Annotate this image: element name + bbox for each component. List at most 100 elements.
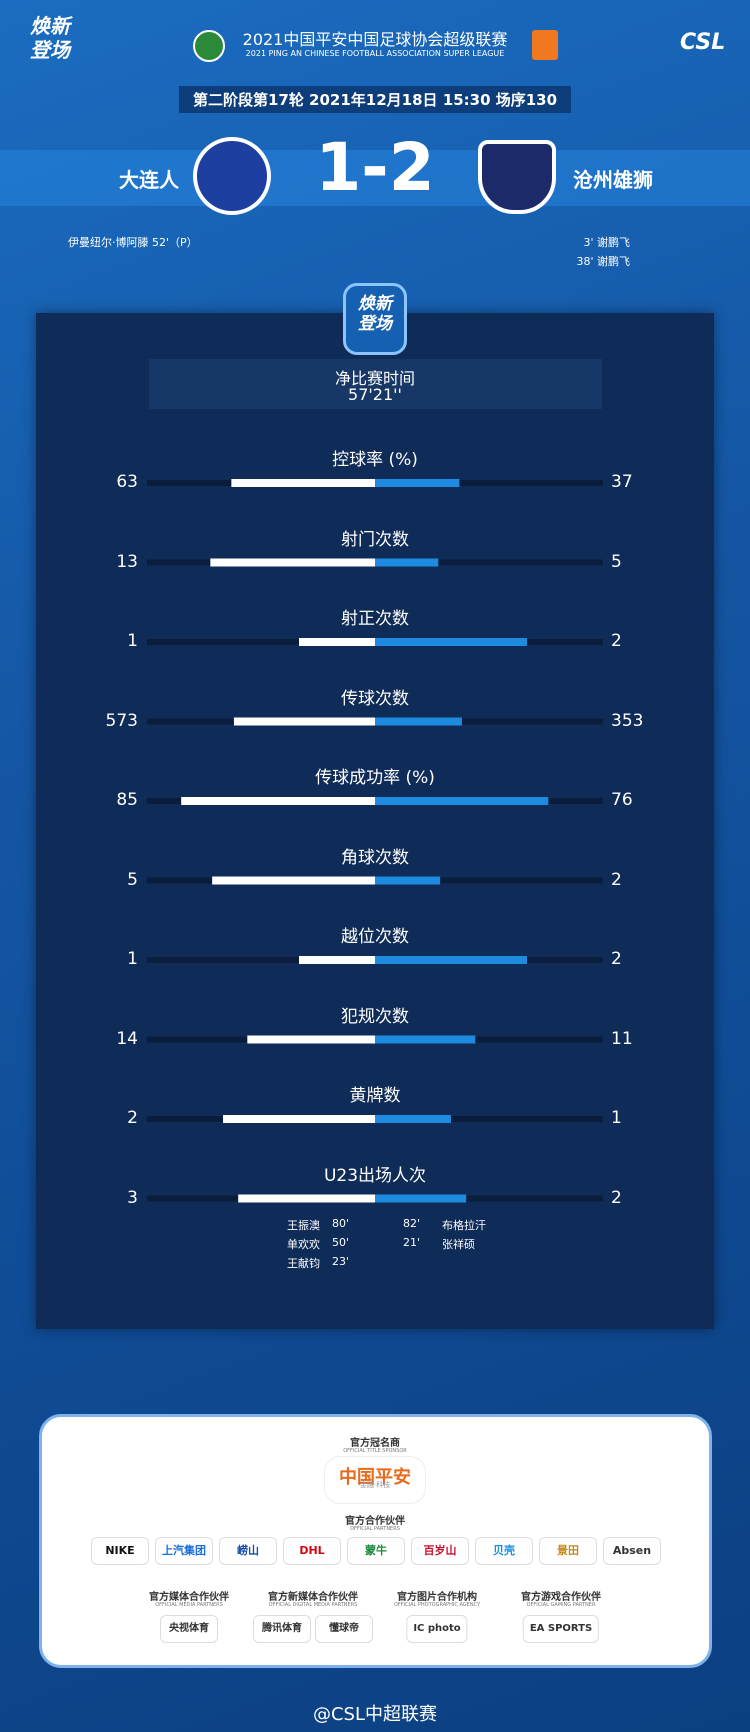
away-bar (375, 797, 549, 805)
partner-logo: 百岁山 (411, 1537, 469, 1565)
match-info: 第二阶段第17轮 2021年12月18日 15:30 场序130 (178, 86, 572, 113)
home-bar (210, 558, 375, 567)
group-logo: EA SPORTS (522, 1615, 600, 1643)
net-time-label: 净比赛时间 (334, 369, 416, 388)
emblem-top: 焕新 (358, 294, 392, 314)
league-title: 2021中国平安中国足球协会超级联赛 (242, 30, 508, 49)
away-value: 76 (611, 790, 633, 810)
away-scorer: 38' 谢鹏飞 (576, 255, 630, 268)
home-value: 85 (116, 790, 138, 810)
stat-label: 传球成功率 (%) (315, 768, 435, 788)
sponsor-sub: OFFICIAL PHOTOGRAPHIC AGENCY (393, 1602, 481, 1608)
sponsor-label: 官方媒体合作伙伴 (149, 1592, 229, 1603)
partner-logo: Absen (603, 1537, 661, 1565)
cfa-badge (193, 30, 225, 62)
title-sponsor-tag: 金融·科技 (359, 1481, 391, 1489)
league-subtitle: 2021 PING AN CHINESE FOOTBALL ASSOCIATIO… (245, 49, 505, 58)
stat-label: 越位次数 (341, 927, 409, 947)
pingan-badge (532, 30, 558, 60)
stat-label: 黄牌数 (349, 1086, 401, 1106)
home-value: 3 (127, 1187, 138, 1208)
partner-logo: 贝壳 (475, 1537, 533, 1565)
emblem: 焕新 登场 (343, 283, 407, 355)
logo-bottom: 登场 (30, 38, 70, 62)
home-badge (193, 137, 271, 215)
home-bar (299, 638, 375, 646)
title-sponsor: 中国平安 (324, 1456, 426, 1504)
sponsor-label: 官方图片合作机构 (397, 1592, 477, 1603)
away-bar (375, 1035, 476, 1044)
away-value: 353 (611, 710, 644, 731)
home-value: 2 (127, 1108, 138, 1128)
stat-label: 犯规次数 (341, 1006, 409, 1027)
home-value: 1 (127, 631, 138, 651)
away-bar (375, 558, 439, 567)
group-logo: 腾讯体育 (253, 1615, 311, 1643)
home-value: 63 (116, 472, 138, 492)
sponsor-label: 官方新媒体合作伙伴 (268, 1592, 358, 1603)
home-bar (247, 1035, 375, 1044)
stat-label: 射正次数 (341, 609, 409, 629)
away-bar (375, 956, 527, 964)
net-time-box (149, 359, 602, 409)
away-value: 1 (611, 1108, 622, 1128)
u23-minute: 50' (332, 1235, 350, 1249)
sponsor-label: 官方冠名商 (350, 1438, 400, 1449)
away-bar (375, 1194, 467, 1203)
home-scorer: 伊曼纽尔·博阿滕 52'（P） (68, 236, 198, 249)
home-bar (233, 717, 375, 726)
logo-top: 焕新 (30, 14, 70, 38)
home-team: 大连人 (119, 168, 179, 192)
u23-name: 单欢欢 (287, 1237, 320, 1251)
group-logo: 懂球帝 (315, 1615, 373, 1643)
partner-logo: 崂山 (219, 1537, 277, 1565)
stat-label: 控球率 (%) (332, 450, 418, 470)
away-bar (375, 717, 462, 726)
home-bar (181, 797, 375, 805)
stat-bars (147, 479, 603, 1203)
away-value: 2 (611, 1187, 622, 1208)
u23-minute: 21' (403, 1235, 421, 1249)
home-bar (238, 1194, 375, 1203)
away-value: 5 (611, 551, 622, 572)
away-team: 沧州雄狮 (573, 168, 653, 192)
partner-logo: 蒙牛 (347, 1537, 405, 1565)
csl-logo: CSL (680, 30, 726, 55)
away-badge (478, 140, 556, 214)
away-value: 2 (611, 869, 622, 890)
partner-logo: NIKE (91, 1537, 149, 1565)
sponsor-sub: OFFICIAL DIGITAL MEDIA PARTNERS (268, 1602, 358, 1608)
away-bar (375, 479, 460, 487)
away-value: 2 (611, 631, 622, 651)
away-bar (375, 1115, 451, 1123)
stat-label: 角球次数 (341, 847, 409, 868)
away-bar (375, 638, 527, 646)
u23-name: 布格拉汗 (442, 1218, 486, 1232)
home-value: 1 (127, 949, 138, 969)
emblem-bottom: 登场 (358, 314, 392, 334)
net-time-value: 57'21'' (348, 385, 402, 404)
home-value: 5 (127, 869, 138, 890)
home-bar (231, 479, 375, 487)
home-value: 573 (105, 710, 138, 731)
sponsor-label: 官方游戏合作伙伴 (521, 1592, 601, 1603)
partner-logo: DHL (283, 1537, 341, 1565)
stat-label: 射门次数 (341, 529, 409, 550)
group-logo: IC photo (406, 1615, 468, 1643)
sponsor-sub: OFFICIAL PARTNERS (350, 1526, 400, 1532)
away-value: 37 (611, 472, 633, 492)
partner-logo: 上汽集团 (155, 1537, 213, 1565)
sponsor-sub: OFFICIAL TITLE SPONSOR (343, 1448, 407, 1454)
away-value: 2 (611, 949, 622, 969)
home-bar (212, 876, 375, 885)
home-bar (299, 956, 375, 964)
sponsor-sub: OFFICIAL GAMING PARTNER (526, 1602, 596, 1608)
away-scorer: 3' 谢鹏飞 (583, 236, 630, 249)
u23-minute: 80' (332, 1216, 350, 1230)
footer: @CSL中超联赛 (312, 1704, 438, 1725)
sponsor-label: 官方合作伙伴 (345, 1516, 405, 1527)
u23-minute: 82' (403, 1216, 421, 1230)
u23-name: 张祥硕 (442, 1237, 475, 1251)
logo: 焕新 登场 (30, 14, 70, 62)
